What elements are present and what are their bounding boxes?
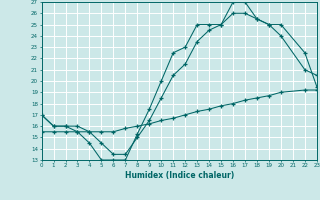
X-axis label: Humidex (Indice chaleur): Humidex (Indice chaleur) [124,171,234,180]
